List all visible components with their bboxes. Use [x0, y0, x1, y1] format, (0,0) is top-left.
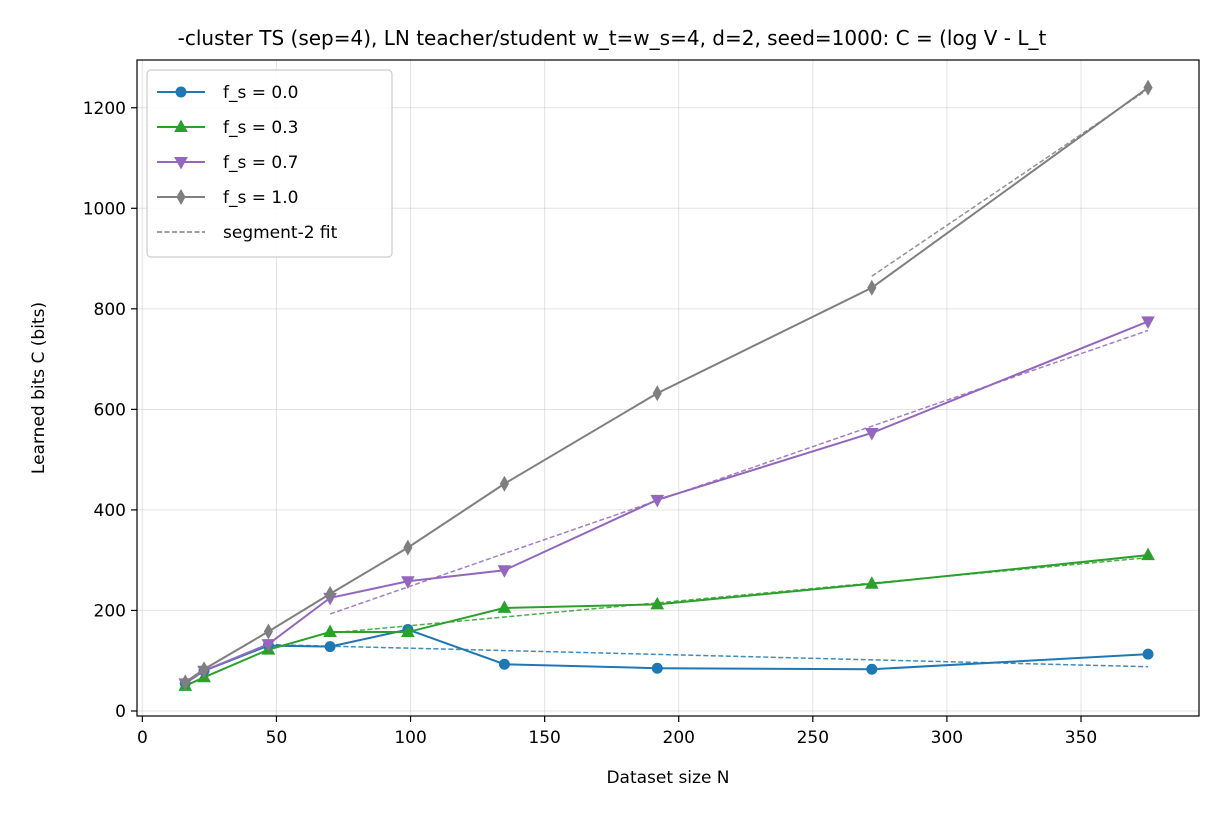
- data-point: [180, 674, 190, 691]
- y-tick-label: 600: [94, 400, 126, 420]
- x-tick-label: 300: [931, 728, 963, 748]
- fit-lines: [268, 88, 1149, 668]
- y-tick-label: 1000: [83, 199, 126, 219]
- legend-label: f_s = 0.3: [223, 118, 298, 138]
- series-lines: [178, 79, 1155, 691]
- x-axis: 0 50 100 150 200 250 300 350: [137, 716, 1097, 748]
- data-point: [497, 565, 512, 578]
- chart-title: -cluster TS (sep=4), LN teacher/student …: [178, 26, 1047, 50]
- data-point: [867, 279, 877, 296]
- data-point: [866, 663, 878, 675]
- y-tick-label: 800: [94, 300, 126, 320]
- y-axis-label: Learned bits C (bits): [29, 302, 49, 474]
- x-tick-label: 150: [528, 728, 560, 748]
- grid-lines: [137, 60, 1199, 716]
- y-tick-label: 200: [94, 601, 126, 621]
- series-line: [184, 554, 1149, 687]
- y-axis: 0 200 400 600 800 1000 1200: [83, 99, 137, 722]
- legend-box: [146, 69, 393, 258]
- data-point: [651, 662, 663, 674]
- data-point: [1141, 547, 1155, 561]
- data-point: [325, 585, 335, 602]
- y-tick-label: 1200: [83, 99, 126, 119]
- fit-line: [268, 643, 1149, 668]
- x-tick-label: 100: [394, 728, 426, 748]
- data-point: [263, 623, 273, 640]
- plot-area-frame: [136, 59, 1200, 717]
- legend-label: f_s = 1.0: [223, 188, 298, 208]
- data-point: [401, 624, 415, 638]
- data-point: [1141, 316, 1155, 329]
- data-point: [650, 494, 665, 508]
- legend-label: f_s = 0.7: [223, 153, 298, 173]
- data-point: [174, 119, 188, 132]
- x-tick-label: 200: [663, 728, 695, 748]
- data-point: [323, 624, 337, 638]
- data-point: [401, 576, 415, 589]
- fit-line: [329, 329, 1149, 615]
- data-point: [261, 639, 276, 652]
- data-point: [176, 188, 186, 206]
- data-point: [498, 658, 510, 670]
- x-tick-label: 0: [137, 728, 148, 748]
- series-line: [184, 628, 1149, 685]
- legend-label: f_s = 0.0: [223, 83, 298, 103]
- data-point: [650, 596, 665, 610]
- x-axis-label: Dataset size N: [606, 768, 729, 788]
- x-tick-label: 50: [266, 728, 288, 748]
- data-point: [199, 661, 209, 678]
- legend-label: segment-2 fit: [223, 223, 338, 243]
- data-point: [403, 539, 413, 556]
- x-tick-label: 250: [797, 728, 829, 748]
- data-point: [864, 576, 879, 589]
- x-tick-label: 350: [1065, 728, 1097, 748]
- data-point: [497, 600, 512, 613]
- data-point: [1143, 79, 1153, 96]
- series-group: [180, 79, 1153, 691]
- data-point: [324, 641, 336, 653]
- data-point: [1142, 648, 1154, 660]
- data-point: [174, 157, 188, 170]
- legend: f_s = 0.0 f_s = 0.3 f_s = 0.7 f_s = 1.0 segm…: [146, 69, 393, 258]
- data-point: [652, 385, 662, 402]
- data-point: [499, 475, 509, 492]
- data-point: [175, 86, 187, 98]
- y-tick-label: 400: [94, 501, 126, 521]
- data-point: [864, 427, 879, 441]
- y-tick-label: 0: [115, 702, 126, 722]
